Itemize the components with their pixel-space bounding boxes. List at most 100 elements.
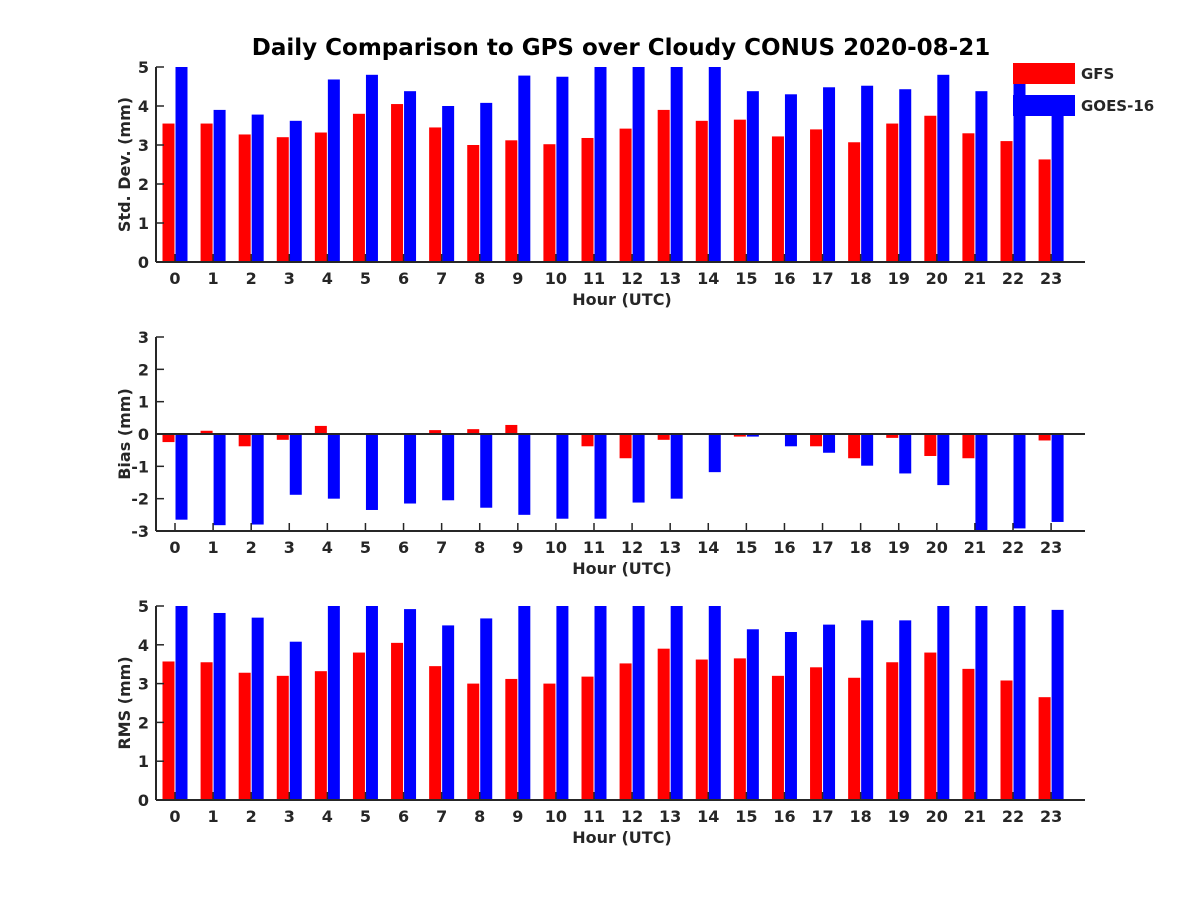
x-tick-label: 5 (360, 807, 371, 826)
bar-gfs-hour-21 (962, 133, 975, 262)
x-tick-label: 21 (964, 269, 986, 288)
bar-gfs-hour-7 (429, 430, 442, 434)
x-tick-label: 16 (773, 269, 795, 288)
x-tick-label: 7 (436, 269, 447, 288)
bar-gfs-hour-23 (1038, 697, 1051, 800)
x-tick-label: 1 (208, 538, 219, 557)
x-tick-label: 20 (926, 807, 948, 826)
bar-goes-16-hour-1 (213, 612, 226, 800)
x-tick-label: 13 (659, 269, 681, 288)
bar-goes-16-hour-0 (175, 606, 188, 800)
y-tick-label: 5 (138, 597, 149, 616)
bar-goes-16-hour-11 (594, 67, 607, 262)
y-tick-label: -2 (131, 490, 149, 509)
x-tick-label: 3 (284, 538, 295, 557)
x-tick-label: 9 (512, 807, 523, 826)
bar-gfs-hour-4 (314, 671, 327, 800)
bar-goes-16-hour-8 (480, 102, 493, 262)
x-tick-label: 19 (888, 269, 910, 288)
x-tick-label: 7 (436, 807, 447, 826)
bar-goes-16-hour-2 (251, 434, 264, 525)
bar-gfs-hour-4 (314, 425, 327, 434)
bar-goes-16-hour-9 (518, 434, 531, 515)
y-tick-label: 0 (138, 253, 149, 272)
bar-goes-16-hour-2 (251, 617, 264, 800)
bar-goes-16-hour-6 (404, 91, 417, 263)
x-tick-label: 12 (621, 807, 643, 826)
bar-gfs-hour-14 (695, 659, 708, 800)
bar-goes-16-hour-16 (784, 434, 797, 447)
y-tick-label: 2 (138, 713, 149, 732)
bar-goes-16-hour-4 (327, 434, 340, 499)
bar-gfs-hour-18 (848, 677, 861, 800)
bar-gfs-hour-3 (276, 675, 289, 800)
bar-gfs-hour-1 (200, 662, 213, 800)
x-tick-label: 3 (284, 269, 295, 288)
bar-goes-16-hour-22 (1013, 76, 1026, 262)
x-tick-label: 16 (773, 807, 795, 826)
bar-goes-16-hour-11 (594, 606, 607, 800)
bar-gfs-hour-12 (619, 663, 632, 800)
figure-title: Daily Comparison to GPS over Cloudy CONU… (252, 35, 990, 61)
y-tick-label: -1 (131, 457, 149, 476)
x-axis-label: Hour (UTC) (572, 828, 672, 847)
bar-gfs-hour-3 (276, 137, 289, 262)
x-tick-label: 15 (735, 807, 757, 826)
bar-goes-16-hour-19 (899, 620, 912, 800)
bar-gfs-hour-9 (505, 678, 518, 800)
x-tick-label: 21 (964, 538, 986, 557)
bar-goes-16-hour-8 (480, 434, 493, 508)
x-tick-label: 13 (659, 807, 681, 826)
bar-gfs-hour-7 (429, 666, 442, 800)
bar-gfs-hour-3 (276, 434, 289, 440)
x-tick-label: 8 (474, 807, 485, 826)
bar-goes-16-hour-5 (365, 434, 378, 510)
x-tick-label: 19 (888, 807, 910, 826)
y-axis-label: Std. Dev. (mm) (115, 97, 134, 232)
x-tick-label: 5 (360, 269, 371, 288)
bar-goes-16-hour-20 (937, 434, 950, 486)
bar-gfs-hour-7 (429, 127, 442, 262)
x-tick-label: 10 (545, 807, 567, 826)
legend-label-gfs: GFS (1081, 65, 1114, 83)
bar-goes-16-hour-14 (708, 434, 721, 473)
legend-label-goes-16: GOES-16 (1081, 97, 1154, 115)
bar-goes-16-hour-17 (823, 87, 836, 262)
bar-goes-16-hour-8 (480, 618, 493, 800)
x-tick-label: 17 (811, 269, 833, 288)
y-tick-label: 4 (138, 97, 149, 116)
bar-gfs-hour-1 (200, 430, 213, 434)
x-tick-label: 2 (246, 807, 257, 826)
bar-gfs-hour-17 (810, 129, 823, 262)
bar-goes-16-hour-18 (861, 620, 874, 800)
x-tick-label: 8 (474, 269, 485, 288)
x-tick-label: 1 (208, 807, 219, 826)
bar-goes-16-hour-0 (175, 434, 188, 520)
x-tick-label: 0 (169, 538, 180, 557)
bar-goes-16-hour-21 (975, 91, 988, 263)
bar-gfs-hour-20 (924, 652, 937, 800)
bar-gfs-hour-8 (467, 145, 480, 262)
bar-goes-16-hour-10 (556, 434, 569, 519)
x-tick-label: 8 (474, 538, 485, 557)
y-axis-label: Bias (mm) (115, 388, 134, 480)
bar-gfs-hour-21 (962, 434, 975, 459)
bar-goes-16-hour-6 (404, 434, 417, 504)
bar-gfs-hour-22 (1000, 680, 1013, 800)
bar-goes-16-hour-5 (365, 74, 378, 262)
bar-gfs-hour-10 (543, 683, 556, 800)
bar-gfs-hour-19 (886, 123, 899, 262)
bar-gfs-hour-6 (391, 104, 404, 262)
x-tick-label: 22 (1002, 538, 1024, 557)
x-tick-label: 23 (1040, 807, 1062, 826)
bar-goes-16-hour-19 (899, 434, 912, 474)
bar-goes-16-hour-3 (289, 434, 302, 495)
bar-gfs-hour-0 (162, 661, 175, 800)
bar-goes-16-hour-4 (327, 606, 340, 800)
x-tick-label: 4 (322, 269, 333, 288)
y-tick-label: 1 (138, 214, 149, 233)
bar-gfs-hour-16 (771, 136, 784, 262)
